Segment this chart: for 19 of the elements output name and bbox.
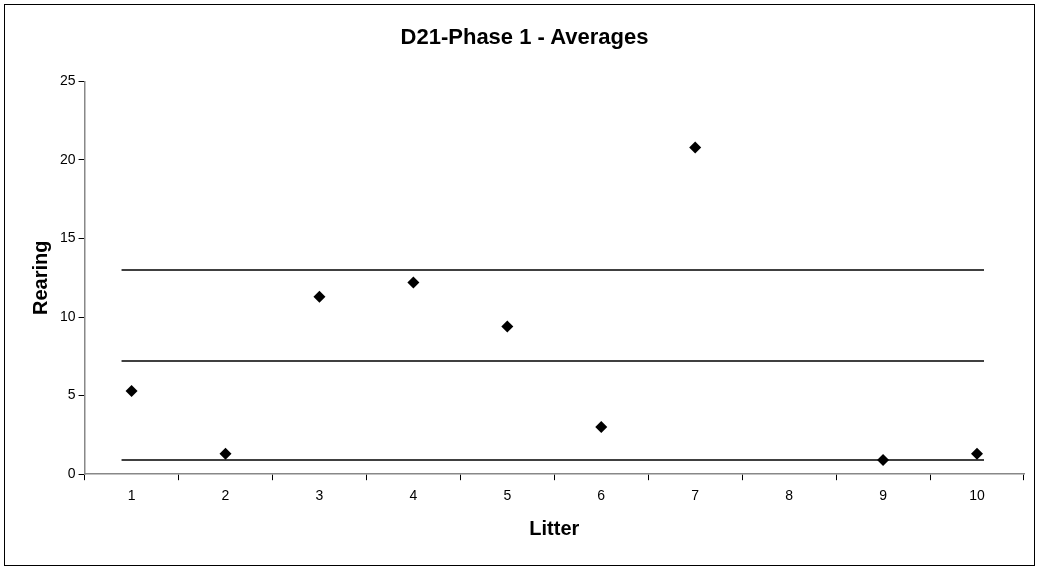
x-tick-label: 2 [221,487,230,504]
x-tick-label: 3 [315,487,324,504]
y-tick-label: 25 [59,72,76,89]
y-tick-label: 20 [59,150,76,167]
x-tick-label: 4 [409,487,418,504]
x-tick-label: 6 [597,487,606,504]
x-tick-label: 5 [503,487,512,504]
x-tick-label: 9 [879,487,888,504]
x-axis-title: Litter [529,516,580,539]
y-tick-label: 10 [59,307,76,324]
x-tick-label: 10 [969,487,986,504]
x-tick-label: 8 [785,487,794,504]
y-tick-label: 15 [59,229,76,246]
x-tick-label: 1 [127,487,136,504]
y-tick-label: 5 [67,386,76,403]
chart-title: D21-Phase 1 - Averages [400,24,649,50]
x-tick-label: 7 [691,487,700,504]
y-axis-title: Rearing [28,240,51,316]
y-tick-label: 0 [67,465,76,482]
